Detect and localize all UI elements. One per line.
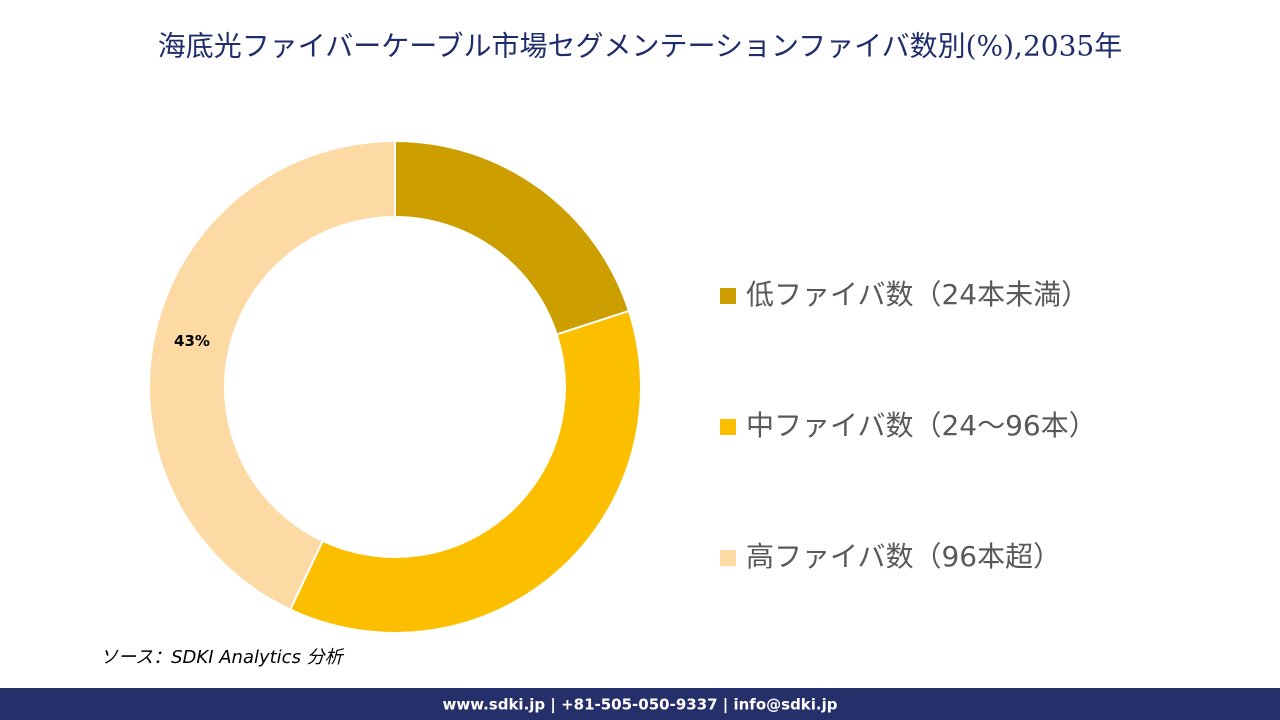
legend-swatch (720, 288, 736, 304)
legend-swatch (720, 550, 736, 566)
legend-label: 中ファイバ数（24〜96本） (746, 409, 1097, 442)
donut-segment (394, 139, 631, 336)
legend-label: 低ファイバ数（24本未満） (746, 278, 1089, 311)
footer-text: www.sdki.jp | +81-505-050-9337 | info@sd… (442, 696, 837, 715)
legend-swatch (720, 419, 736, 435)
donut-segment (148, 139, 396, 611)
source-note: ソース：SDKI Analytics 分析 (100, 647, 345, 668)
data-label: 43% (174, 332, 210, 350)
chart-title: 海底光ファイバーケーブル市場セグメンテーションファイバ数別(%),2035年 (158, 30, 1122, 63)
footer-bar (0, 688, 1280, 720)
donut-segment (288, 309, 642, 634)
legend-label: 高ファイバ数（96本超） (746, 540, 1061, 573)
